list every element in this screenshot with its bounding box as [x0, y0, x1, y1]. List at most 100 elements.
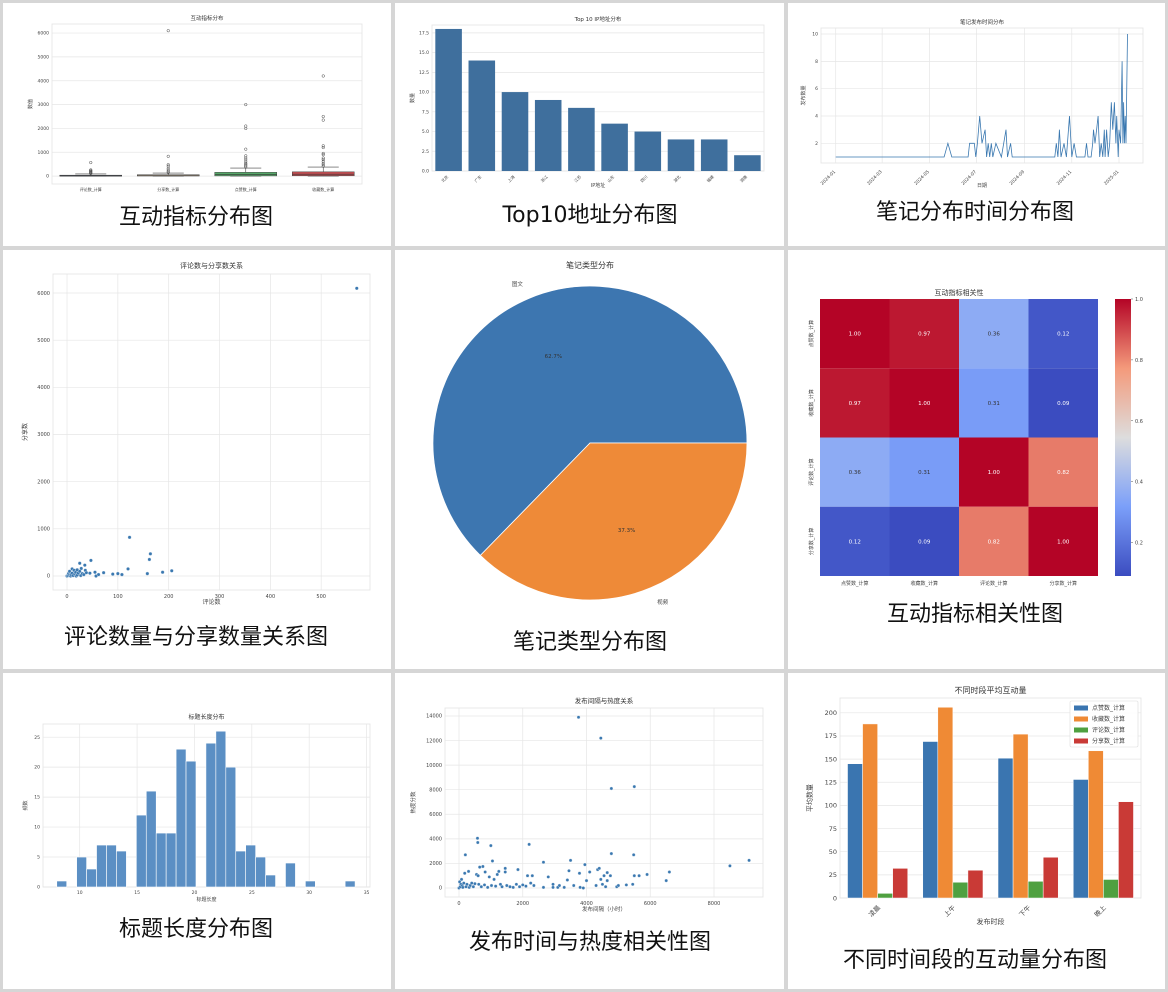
scatter-point [473, 881, 477, 886]
bar [734, 155, 761, 171]
colorbar [1115, 299, 1131, 576]
scatter-point [565, 878, 570, 882]
bar [967, 869, 984, 899]
x-axis-label: 标题长度 [196, 896, 216, 903]
y-tick-label: 50 [829, 848, 837, 856]
scatter-point [77, 561, 82, 566]
heatmap-value: 1.00 [849, 332, 862, 338]
scatter-point [632, 873, 637, 878]
legend [1069, 700, 1139, 748]
y-tick-label: 评论数_计算 [808, 458, 815, 486]
y-tick-label: 125 [825, 779, 837, 787]
legend-label: 分享数_计算 [1092, 737, 1125, 745]
pie-label: 图文 [512, 280, 524, 288]
box-outlier [321, 163, 325, 167]
legend-swatch [1074, 716, 1088, 722]
scatter-point [462, 871, 467, 876]
box-outlier [244, 156, 248, 160]
x-tick-label: 评论数_计算 [980, 580, 1008, 587]
histogram-bar [145, 790, 157, 888]
scatter-point [528, 881, 533, 885]
y-tick-label: 14000 [426, 714, 442, 720]
y-tick-label: 0 [833, 894, 837, 902]
legend-swatch [1074, 705, 1088, 711]
y-tick-label: 4 [815, 114, 818, 120]
x-tick-label: 凌晨 [866, 903, 882, 919]
scatter-point [508, 885, 512, 889]
scatter-point [645, 872, 649, 877]
scatter-point [495, 872, 499, 877]
x-tick-label: 上午 [942, 903, 958, 919]
bar [534, 99, 562, 171]
x-tick-label: 上海 [506, 173, 516, 183]
y-tick-label: 20 [34, 765, 40, 771]
scatter-point [631, 853, 636, 857]
x-tick-label: 15 [134, 890, 140, 896]
y-tick-label: 8 [815, 59, 818, 65]
heatmap-cell [820, 299, 890, 369]
x-tick-label: 江苏 [572, 173, 582, 183]
heatmap-value: 1.00 [988, 470, 1001, 476]
scatter-point [514, 882, 519, 887]
x-tick-label: 4000 [580, 901, 593, 907]
heatmap-cell [889, 437, 959, 507]
x-tick-label: 20 [192, 890, 198, 896]
histogram-bar [116, 850, 127, 888]
y-tick-label: 5 [37, 855, 40, 861]
scatter-point [79, 566, 84, 571]
scatter-point [551, 882, 555, 887]
scatter-point [493, 884, 498, 888]
scatter-point [469, 881, 474, 885]
y-tick-label: 75 [829, 825, 837, 833]
bar [1012, 733, 1029, 899]
scatter-point [599, 877, 603, 882]
histogram-bar [56, 880, 68, 888]
y-tick-label: 7.5 [422, 109, 429, 115]
scatter-point [126, 567, 130, 571]
scatter-point [466, 869, 471, 874]
bar [700, 139, 728, 171]
scatter-point [578, 885, 582, 890]
heatmap-cell [889, 368, 959, 438]
box-outlier [244, 124, 248, 128]
scatter-point [481, 864, 485, 869]
box-outlier [321, 151, 325, 156]
histogram-bar [245, 844, 256, 888]
y-axis-label: 数量 [409, 93, 416, 103]
caption: Top10地址分布图 [502, 203, 678, 228]
y-axis-label: 频数 [22, 800, 29, 810]
legend-swatch [1074, 727, 1088, 733]
caption: 笔记分布时间分布图 [875, 200, 1075, 225]
pie-pct-label: 37.3% [618, 528, 635, 534]
x-tick-label: 200 [164, 594, 174, 600]
scatter-point [524, 884, 528, 888]
scatter-point [67, 569, 72, 574]
scatter-point [147, 557, 152, 562]
heatmap-cell [820, 437, 890, 507]
scatter-point [498, 882, 503, 887]
bar [1042, 857, 1059, 899]
y-tick-label: 2000 [38, 126, 50, 132]
x-axis-label: 发布间隔（小时） [582, 905, 626, 913]
x-tick-label: 分享数_计算 [157, 186, 179, 192]
x-tick-label: 山东 [605, 173, 615, 183]
bar [937, 707, 954, 899]
scatter-point [584, 878, 589, 883]
y-tick-label: 2.5 [422, 149, 429, 155]
scatter-point [609, 786, 614, 791]
y-tick-label: 4000 [38, 78, 50, 84]
scatter-point [489, 883, 494, 888]
box-outlier [166, 29, 170, 33]
bar [435, 28, 462, 171]
x-tick-label: 福建 [705, 173, 715, 183]
scatter-point [541, 860, 546, 864]
x-tick-label: 收藏数_计算 [910, 580, 938, 587]
chart-title: 不同时段平均互动量 [955, 685, 1027, 695]
y-tick-label: 0.0 [422, 169, 429, 175]
y-tick-label: 1000 [38, 150, 50, 156]
y-tick-label: 4000 [429, 837, 442, 843]
heatmap-value: 1.00 [918, 401, 931, 407]
x-tick-label: 2024-11 [1056, 169, 1074, 187]
plot-area [51, 23, 363, 185]
